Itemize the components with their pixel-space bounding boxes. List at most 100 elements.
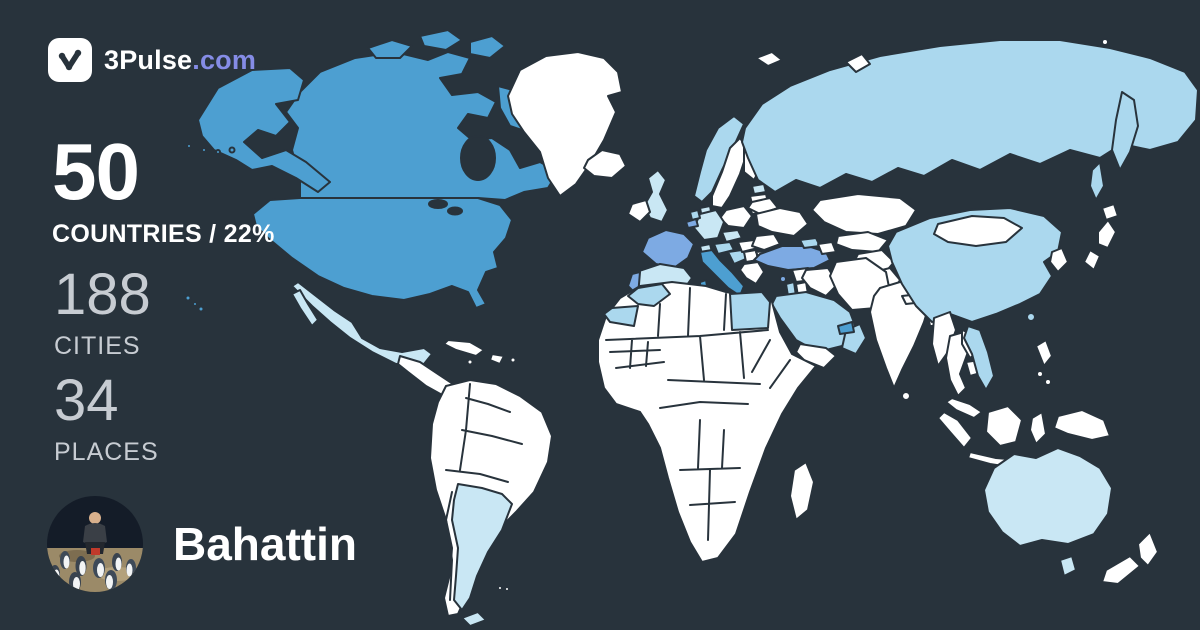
aleutian-islands[interactable] bbox=[186, 143, 192, 149]
country-greenland[interactable] bbox=[507, 51, 623, 197]
map-region-north-america[interactable] bbox=[184, 29, 559, 405]
country-canada-arctic[interactable] bbox=[469, 35, 506, 59]
island-hispaniola[interactable] bbox=[489, 353, 505, 365]
stat-cities: 188 CITIES bbox=[54, 266, 151, 361]
country-ireland[interactable] bbox=[627, 199, 651, 223]
country-france[interactable] bbox=[641, 229, 695, 269]
island-tasmania[interactable] bbox=[1059, 555, 1077, 577]
map-region-asia[interactable] bbox=[869, 203, 1119, 469]
country-cuba[interactable] bbox=[443, 339, 485, 357]
cities-value: 188 bbox=[54, 262, 151, 327]
brand-logo[interactable]: 3Pulse.com bbox=[48, 38, 256, 82]
country-canada-arctic[interactable] bbox=[367, 39, 413, 59]
pulse-check-icon bbox=[48, 38, 92, 82]
country-belgium[interactable] bbox=[685, 218, 699, 229]
country-malaysia[interactable] bbox=[945, 397, 983, 419]
country-morocco[interactable] bbox=[627, 283, 671, 307]
country-madagascar[interactable] bbox=[789, 461, 815, 521]
map-region-middle-east[interactable] bbox=[753, 237, 891, 369]
country-romania[interactable] bbox=[751, 233, 781, 251]
country-czechia[interactable] bbox=[721, 229, 743, 243]
country-kazakhstan[interactable] bbox=[811, 193, 917, 235]
country-mongolia[interactable] bbox=[933, 215, 1023, 247]
country-china[interactable] bbox=[887, 207, 1063, 323]
islands-svalbard[interactable] bbox=[755, 51, 783, 67]
country-netherlands[interactable] bbox=[689, 209, 701, 221]
nz-south-island[interactable] bbox=[1101, 555, 1141, 585]
nz-north-island[interactable] bbox=[1137, 531, 1159, 567]
country-norway[interactable] bbox=[693, 115, 745, 203]
country-iceland[interactable] bbox=[583, 149, 627, 179]
profile[interactable]: Bahattin bbox=[47, 496, 357, 592]
country-japan-kyushu[interactable] bbox=[1083, 249, 1101, 271]
country-azerbaijan[interactable] bbox=[817, 241, 837, 255]
country-greece[interactable] bbox=[739, 261, 765, 285]
country-canada-arctic[interactable] bbox=[419, 29, 463, 51]
brand-name: 3Pulse.com bbox=[104, 45, 256, 76]
island-cyprus[interactable] bbox=[779, 275, 787, 283]
country-georgia[interactable] bbox=[799, 237, 821, 249]
island-novaya-zemlya[interactable] bbox=[845, 53, 871, 73]
country-vietnam[interactable] bbox=[963, 325, 995, 391]
country-argentina[interactable] bbox=[451, 483, 513, 611]
island-sri-lanka[interactable] bbox=[901, 391, 911, 401]
country-russia[interactable] bbox=[741, 39, 1199, 193]
island-wrangel[interactable] bbox=[1101, 38, 1109, 46]
country-usa-alaska[interactable] bbox=[197, 67, 331, 193]
island-taiwan[interactable] bbox=[1026, 312, 1036, 322]
great-lakes bbox=[428, 199, 448, 209]
country-mexico-baja[interactable] bbox=[291, 289, 319, 327]
hawaii[interactable] bbox=[197, 305, 205, 313]
region-philippines[interactable] bbox=[1035, 339, 1053, 367]
stat-countries: 50 COUNTRIES / 22% bbox=[52, 132, 275, 249]
map-region-russia-central-asia[interactable] bbox=[741, 38, 1199, 303]
island-new-guinea[interactable] bbox=[1053, 409, 1111, 441]
country-italy[interactable] bbox=[699, 249, 745, 297]
country-egypt[interactable] bbox=[729, 291, 771, 331]
brand-domain-text: .com bbox=[192, 44, 257, 75]
country-japan-hokkaido[interactable] bbox=[1101, 203, 1119, 221]
country-germany[interactable] bbox=[693, 209, 725, 241]
country-japan-honshu[interactable] bbox=[1097, 219, 1117, 249]
map-region-africa[interactable] bbox=[597, 281, 817, 563]
island-sulawesi[interactable] bbox=[1029, 411, 1047, 445]
country-usa[interactable] bbox=[252, 197, 513, 309]
island-tierra-del-fuego[interactable] bbox=[461, 611, 487, 627]
peninsula-kamchatka[interactable] bbox=[1111, 91, 1139, 171]
aleutian-islands[interactable] bbox=[215, 149, 221, 155]
hudson-bay bbox=[460, 135, 496, 181]
region-korea[interactable] bbox=[1049, 247, 1069, 273]
country-turkey[interactable] bbox=[753, 245, 831, 271]
island-borneo[interactable] bbox=[985, 405, 1023, 447]
country-western-sahara[interactable] bbox=[603, 305, 639, 327]
country-iraq[interactable] bbox=[801, 267, 839, 297]
great-lakes bbox=[447, 206, 463, 216]
hawaii[interactable] bbox=[192, 301, 198, 307]
country-mexico[interactable] bbox=[291, 281, 433, 365]
profile-name: Bahattin bbox=[173, 518, 357, 570]
island-jamaica[interactable] bbox=[466, 358, 474, 366]
aleutian-islands[interactable] bbox=[201, 147, 207, 153]
map-region-oceania[interactable] bbox=[983, 447, 1159, 585]
country-estonia[interactable] bbox=[751, 183, 767, 195]
country-uae[interactable] bbox=[837, 321, 855, 335]
aleutian-islands[interactable] bbox=[228, 146, 236, 154]
hawaii[interactable] bbox=[184, 294, 192, 302]
country-australia[interactable] bbox=[983, 447, 1113, 547]
island-sakhalin[interactable] bbox=[1089, 161, 1105, 201]
falkland-islands[interactable] bbox=[504, 586, 510, 592]
africa-borders bbox=[605, 287, 791, 541]
region-uzbek-turkmen[interactable] bbox=[835, 231, 889, 253]
region-philippines[interactable] bbox=[1044, 378, 1052, 386]
country-yemen[interactable] bbox=[795, 343, 837, 369]
cities-label: CITIES bbox=[54, 332, 141, 360]
falkland-islands[interactable] bbox=[497, 585, 503, 591]
country-ukraine[interactable] bbox=[755, 207, 809, 237]
avatar[interactable] bbox=[47, 496, 143, 592]
country-poland[interactable] bbox=[719, 205, 753, 229]
region-philippines[interactable] bbox=[1036, 370, 1044, 378]
island-sumatra[interactable] bbox=[937, 411, 973, 449]
island-puerto-rico[interactable] bbox=[509, 356, 517, 364]
map-region-south-america[interactable] bbox=[429, 379, 553, 627]
